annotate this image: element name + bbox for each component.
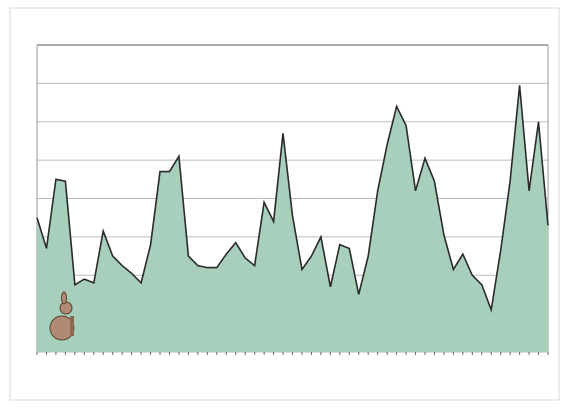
- rabbit-icon: [49, 291, 75, 341]
- rabbit-head: [59, 301, 73, 315]
- rabbit-leg: [70, 316, 74, 336]
- rabbit-ear: [61, 291, 67, 305]
- area-line: [36, 85, 549, 313]
- plot: [36, 85, 549, 355]
